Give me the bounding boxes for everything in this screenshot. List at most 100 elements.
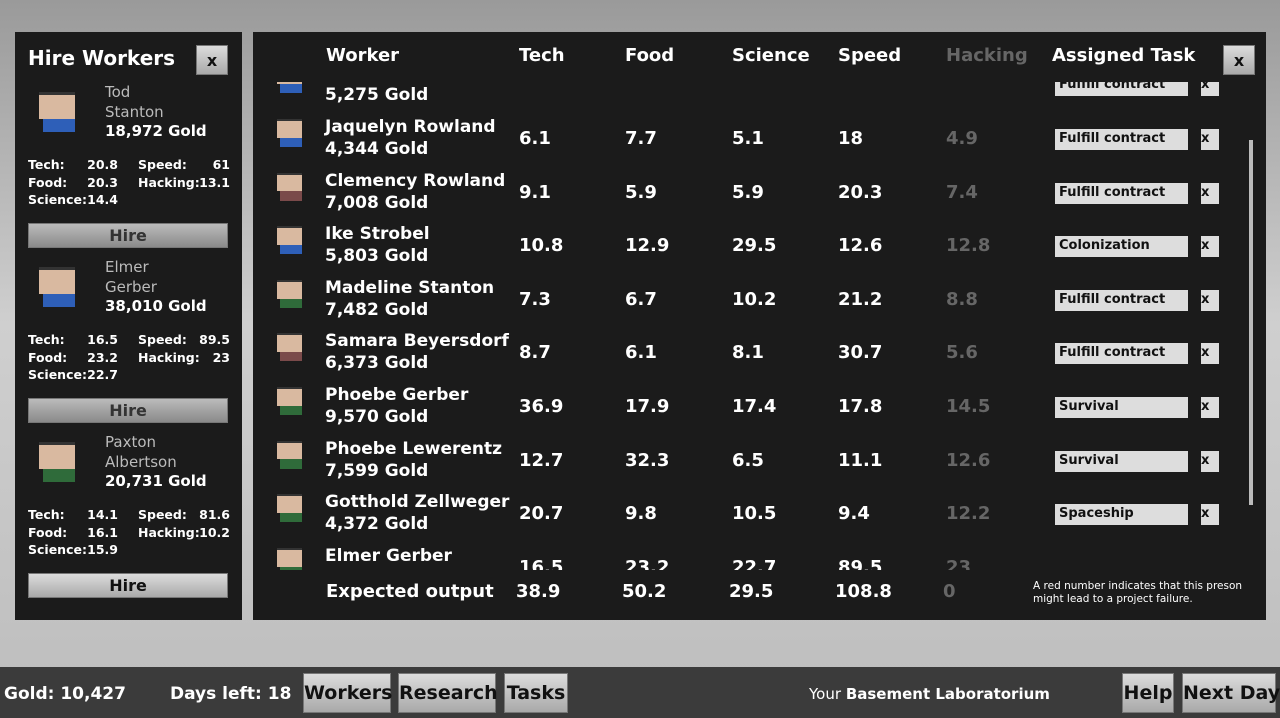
hire-button[interactable]: Hire bbox=[28, 398, 228, 423]
remove-button[interactable]: x bbox=[1201, 236, 1219, 258]
remove-button[interactable]: x bbox=[1201, 289, 1219, 311]
stat-label: Hacking: bbox=[138, 349, 200, 365]
task-dropdown[interactable]: Fulfill contract bbox=[1055, 82, 1188, 97]
footer-value: 108.8 bbox=[835, 581, 892, 602]
column-header: Food bbox=[625, 45, 675, 66]
worker-stat: 30.7 bbox=[838, 342, 883, 364]
stat-label: Food: bbox=[28, 524, 68, 540]
worker-stat: 6.1 bbox=[625, 342, 657, 364]
worker-name: Elmer Gerber bbox=[325, 545, 452, 566]
worker-gold: 7,008 Gold bbox=[325, 192, 429, 213]
worker-stat: 12.8 bbox=[946, 235, 991, 257]
worker-stat: 6.1 bbox=[519, 128, 551, 149]
worker-stat: 5.9 bbox=[732, 181, 764, 203]
bottom-bar: Gold: 10,427 Days left: 18 Your Basement… bbox=[0, 667, 1280, 718]
avatar-head bbox=[277, 440, 303, 460]
worker-stat: 20.7 bbox=[519, 503, 564, 525]
worker-stat: 8.7 bbox=[519, 342, 551, 364]
nav-button[interactable]: Research bbox=[398, 673, 498, 713]
worker-gold: 7,482 Gold bbox=[325, 299, 429, 320]
column-header: Hacking bbox=[946, 45, 1028, 66]
nav-button[interactable]: Workers bbox=[303, 673, 392, 713]
gold: Gold: 10,427 bbox=[4, 684, 126, 704]
worker-stat: 12.6 bbox=[946, 449, 991, 471]
task-dropdown[interactable]: Fulfill contract bbox=[1055, 343, 1188, 365]
hire-button[interactable]: Hire bbox=[28, 573, 228, 598]
last-name: Stanton bbox=[105, 103, 164, 121]
first-name: Tod bbox=[105, 83, 131, 101]
worker-stat: 9.8 bbox=[625, 503, 657, 525]
worker-name: Clemency Rowland bbox=[325, 170, 506, 191]
stat-label: Hacking: bbox=[138, 174, 200, 190]
remove-button[interactable]: x bbox=[1201, 450, 1219, 472]
worker-gold: 5,803 Gold bbox=[325, 246, 429, 267]
remove-button[interactable]: x bbox=[1201, 397, 1219, 418]
remove-button[interactable]: x bbox=[1201, 343, 1219, 365]
worker-stat: 12.7 bbox=[519, 449, 564, 471]
stat-value: 14.1 bbox=[87, 507, 118, 522]
worker-name: Phoebe Lewerentz bbox=[325, 438, 503, 459]
worker-name: Ike Strobel bbox=[325, 224, 430, 245]
stat-value: 16.1 bbox=[87, 524, 118, 540]
worker-stat: 8.8 bbox=[946, 288, 978, 310]
worker-name: Jaquelyn Rowland bbox=[325, 117, 496, 137]
footer-value: 0 bbox=[943, 581, 956, 602]
scrollbar[interactable] bbox=[1249, 140, 1253, 505]
remove-button[interactable]: x bbox=[1201, 182, 1219, 204]
avatar-head bbox=[277, 172, 303, 192]
stat-value: 14.4 bbox=[87, 192, 118, 207]
remove-button[interactable]: x bbox=[1201, 504, 1219, 526]
worker-stat: 17.8 bbox=[838, 396, 883, 417]
footer-value: 38.9 bbox=[516, 581, 561, 602]
task-dropdown[interactable]: Fulfill contract bbox=[1055, 289, 1188, 311]
avatar-head bbox=[277, 119, 303, 138]
nav-button[interactable]: Help bbox=[1122, 673, 1174, 713]
stat-value: 23 bbox=[212, 349, 230, 365]
close-button[interactable]: x bbox=[196, 45, 228, 75]
stat-label: Speed: bbox=[138, 157, 187, 172]
worker-stat: 4.9 bbox=[946, 128, 978, 149]
task-dropdown[interactable]: Colonization bbox=[1055, 236, 1188, 258]
stat-label: Tech: bbox=[28, 507, 65, 522]
footer-label: Expected output bbox=[326, 581, 494, 602]
first-name: Elmer bbox=[105, 258, 149, 276]
gold: 18,972 Gold bbox=[105, 122, 207, 140]
worker-stat: 18 bbox=[838, 128, 864, 149]
worker-stat: 17.9 bbox=[625, 396, 670, 417]
nav-button[interactable]: Next Day bbox=[1182, 673, 1280, 713]
stat-value: 89.5 bbox=[199, 332, 230, 347]
worker-stat: 12.9 bbox=[625, 235, 670, 257]
avatar-head bbox=[277, 226, 303, 245]
worker-stat: 11.1 bbox=[838, 449, 883, 471]
stat-label: Food: bbox=[28, 174, 68, 190]
hire-button[interactable]: Hire bbox=[28, 223, 228, 248]
stat-value: 23.2 bbox=[87, 349, 118, 365]
last-name: Gerber bbox=[105, 278, 157, 296]
remove-button[interactable]: x bbox=[1201, 129, 1219, 150]
stat-value: 20.8 bbox=[87, 157, 118, 172]
worker-stat: 36.9 bbox=[519, 396, 564, 417]
avatar-head bbox=[277, 82, 303, 85]
worker-stat: 10.5 bbox=[732, 503, 777, 525]
task-dropdown[interactable]: Spaceship bbox=[1055, 504, 1188, 526]
nav-button[interactable]: Tasks bbox=[504, 673, 568, 713]
worker-stat: 21.2 bbox=[838, 288, 883, 310]
task-dropdown[interactable]: Survival bbox=[1055, 450, 1188, 472]
column-header: Speed bbox=[838, 45, 902, 66]
remove-button[interactable]: x bbox=[1201, 82, 1219, 97]
stat-label: Speed: bbox=[138, 332, 187, 347]
gold: 38,010 Gold bbox=[105, 297, 207, 315]
worker-stat: 16.5 bbox=[519, 556, 564, 570]
task-dropdown[interactable]: Fulfill contract bbox=[1055, 182, 1188, 204]
close-button[interactable]: x bbox=[1223, 45, 1255, 75]
task-dropdown[interactable]: Fulfill contract bbox=[1055, 129, 1188, 150]
task-dropdown[interactable]: Survival bbox=[1055, 397, 1188, 418]
avatar-body bbox=[279, 563, 303, 570]
worker-stat: 10.8 bbox=[519, 235, 564, 257]
avatar-head bbox=[39, 92, 75, 119]
worker-gold: 5,275 Gold bbox=[325, 85, 429, 106]
worker-stat: 6.5 bbox=[732, 449, 764, 471]
stat-value: 15.9 bbox=[87, 542, 118, 557]
gold: 20,731 Gold bbox=[105, 472, 207, 490]
